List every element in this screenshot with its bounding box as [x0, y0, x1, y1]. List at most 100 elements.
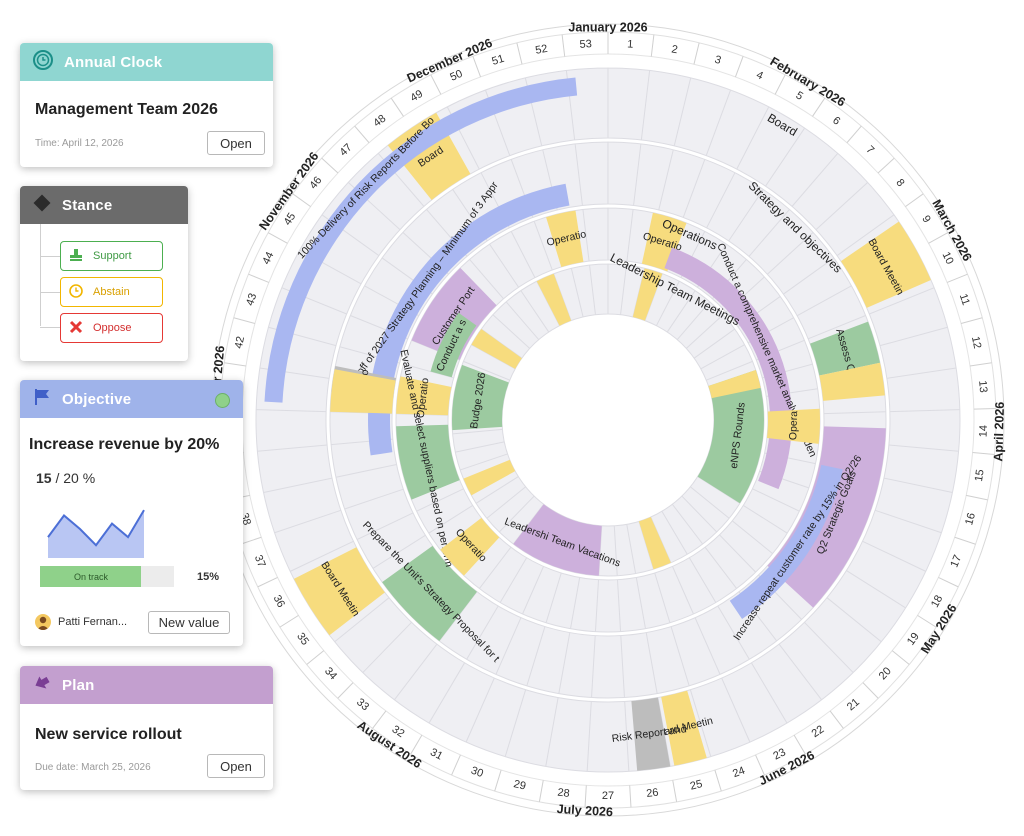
week-number[interactable]: 1	[627, 38, 634, 50]
open-button[interactable]: Open	[207, 754, 265, 778]
calendar-event[interactable]	[546, 210, 584, 267]
calendar-event[interactable]	[840, 221, 931, 308]
week-gridline	[372, 534, 426, 569]
open-button[interactable]: Open	[207, 131, 265, 155]
week-number[interactable]: 17	[948, 553, 964, 569]
calendar-event[interactable]	[387, 112, 471, 200]
annual-clock-card[interactable]: Annual Clock Management Team 2026 Time: …	[20, 43, 273, 167]
week-number[interactable]: 19	[905, 631, 922, 648]
week-number[interactable]: 53	[579, 38, 592, 51]
week-number[interactable]: 49	[408, 88, 425, 105]
calendar-event[interactable]	[638, 517, 671, 570]
wheel-ring-0[interactable]	[255, 67, 961, 773]
stance-card[interactable]: Stance Support Abstain Oppose	[20, 186, 188, 361]
week-tick	[224, 362, 247, 367]
week-number[interactable]: 4	[754, 69, 764, 82]
week-number[interactable]: 22	[810, 723, 827, 740]
calendar-event[interactable]	[440, 517, 500, 576]
week-number[interactable]: 3	[713, 54, 722, 67]
week-tick	[248, 273, 270, 283]
week-number[interactable]: 18	[929, 593, 945, 610]
calendar-event[interactable]	[810, 321, 881, 376]
week-number[interactable]: 31	[428, 746, 444, 762]
week-number[interactable]: 29	[512, 778, 527, 793]
week-gridline	[362, 621, 412, 673]
calendar-event[interactable]	[631, 697, 671, 771]
new-value-button[interactable]: New value	[148, 611, 230, 634]
week-gridline	[706, 172, 736, 229]
calendar-event[interactable]	[536, 273, 572, 326]
calendar-event[interactable]	[661, 690, 707, 766]
calendar-event[interactable]	[330, 369, 396, 414]
week-number[interactable]: 46	[307, 174, 324, 191]
stance-option-abstain[interactable]: Abstain	[60, 277, 163, 307]
plan-card[interactable]: Plan New service rollout Due date: March…	[20, 666, 273, 790]
week-number[interactable]: 13	[976, 380, 989, 393]
calendar-event[interactable]	[411, 267, 497, 360]
calendar-event[interactable]	[729, 464, 843, 620]
week-number[interactable]: 5	[794, 89, 805, 102]
week-number[interactable]: 50	[448, 68, 464, 84]
calendar-event[interactable]	[664, 247, 792, 490]
wheel-ring-2[interactable]	[395, 207, 821, 633]
week-number[interactable]: 35	[294, 631, 311, 648]
week-number[interactable]: 27	[602, 790, 614, 802]
calendar-event[interactable]	[396, 424, 460, 500]
week-tick	[629, 785, 632, 808]
week-gridline	[681, 495, 718, 533]
week-number[interactable]: 11	[957, 292, 972, 307]
calendar-event[interactable]	[819, 362, 885, 401]
week-number[interactable]: 32	[390, 723, 407, 740]
week-number[interactable]: 9	[919, 213, 932, 225]
calendar-event[interactable]	[396, 376, 452, 416]
week-number[interactable]: 44	[260, 250, 276, 266]
avatar[interactable]	[35, 614, 51, 630]
week-number[interactable]: 26	[646, 787, 660, 800]
week-tick	[451, 754, 461, 776]
calendar-event[interactable]	[382, 545, 477, 641]
calendar-event[interactable]	[430, 312, 477, 378]
calendar-event[interactable]	[264, 77, 578, 403]
stance-option-oppose[interactable]: Oppose	[60, 313, 163, 343]
week-number[interactable]: 12	[969, 335, 983, 349]
week-number[interactable]: 23	[771, 746, 787, 762]
week-number[interactable]: 15	[973, 469, 987, 483]
week-number[interactable]: 24	[731, 765, 747, 781]
week-number[interactable]: 14	[978, 425, 990, 438]
week-number[interactable]: 36	[271, 593, 287, 610]
week-number[interactable]: 51	[491, 53, 506, 68]
calendar-event[interactable]	[766, 408, 820, 444]
week-number[interactable]: 30	[469, 765, 485, 781]
calendar-event[interactable]	[368, 183, 570, 456]
week-gridline	[826, 597, 882, 643]
week-number[interactable]: 37	[252, 553, 268, 569]
objective-card[interactable]: Objective Increase revenue by 20% 15 / 2…	[20, 380, 243, 646]
calendar-event[interactable]	[697, 370, 764, 504]
calendar-event[interactable]	[632, 268, 663, 321]
week-number[interactable]: 43	[244, 292, 259, 307]
week-gridline	[505, 301, 540, 341]
calendar-event[interactable]	[452, 364, 509, 431]
week-number[interactable]: 42	[233, 335, 247, 349]
week-number[interactable]: 2	[670, 43, 678, 56]
week-tick	[337, 682, 354, 699]
stance-option-support[interactable]: Support	[60, 241, 163, 271]
week-number[interactable]: 48	[371, 113, 388, 130]
calendar-event[interactable]	[463, 459, 516, 496]
week-tick	[960, 317, 983, 325]
calendar-event[interactable]	[708, 370, 761, 399]
week-number[interactable]: 25	[689, 778, 704, 793]
calendar-event[interactable]	[293, 547, 385, 636]
calendar-event[interactable]	[513, 504, 602, 576]
week-number[interactable]: 52	[534, 43, 548, 57]
week-number[interactable]: 28	[557, 787, 571, 800]
week-number[interactable]: 16	[963, 512, 978, 527]
calendar-event[interactable]	[471, 329, 522, 369]
week-number[interactable]: 45	[282, 211, 299, 228]
week-tick	[650, 34, 655, 57]
week-number[interactable]: 10	[939, 250, 955, 266]
week-tick	[672, 780, 678, 802]
calendar-event[interactable]	[641, 212, 687, 272]
week-gridline	[846, 570, 906, 609]
